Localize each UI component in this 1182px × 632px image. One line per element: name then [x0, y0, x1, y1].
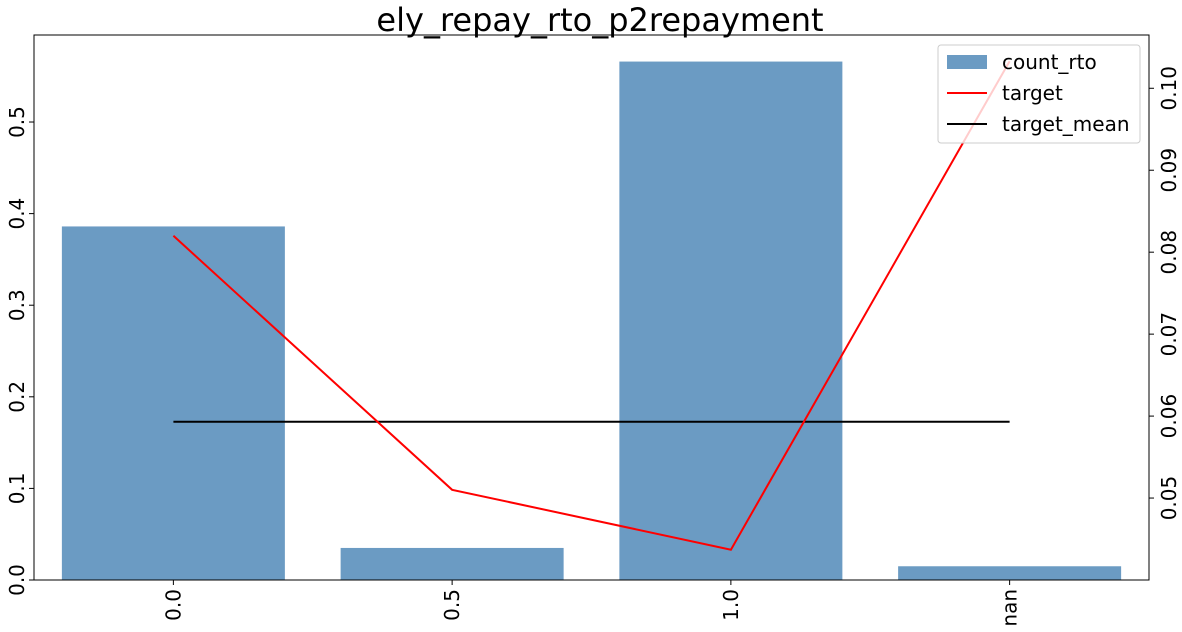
y-left-tick-label: 0.0: [5, 564, 29, 596]
y-right-tick-label: 0.07: [1157, 312, 1181, 357]
bars-layer: [61, 61, 1122, 580]
y-left-tick-label: 0.3: [5, 289, 29, 321]
bar-nan: [898, 566, 1122, 580]
y-left-tick-label: 0.4: [5, 198, 29, 230]
chart-title: ely_repay_rto_p2repayment: [376, 1, 823, 39]
legend-label: target: [1002, 81, 1063, 105]
y-left-tick-label: 0.1: [5, 472, 29, 504]
legend-label: target_mean: [1002, 112, 1130, 136]
y-right-tick-label: 0.08: [1157, 230, 1181, 275]
plot-frame: [33, 34, 1150, 581]
bar-0.5: [340, 547, 564, 580]
y-right-tick-label: 0.09: [1157, 148, 1181, 193]
x-tick-label: 0.5: [440, 589, 464, 621]
y-right-tick-label: 0.05: [1157, 476, 1181, 521]
y-right-tick-label: 0.06: [1157, 394, 1181, 439]
bar-1.0: [619, 61, 843, 580]
lines-layer: [172, 60, 1011, 551]
ticks-layer: 0.0 0.1 0.2 0.3 0.4 0.5 0.05 0.06 0.07 0.08 0.09 0.…: [5, 66, 1181, 627]
y-left-tick-label: 0.2: [5, 381, 29, 413]
x-tick-label: 1.0: [719, 589, 743, 621]
bar-0.0: [61, 226, 285, 580]
legend-box: [937, 44, 1141, 144]
x-tick-label: nan: [998, 589, 1022, 627]
legend-swatch: [947, 55, 987, 69]
y-right-tick-label: 0.10: [1157, 66, 1181, 111]
x-tick-label: 0.0: [161, 589, 185, 621]
line-target: [172, 60, 1011, 551]
y-left-tick-label: 0.5: [5, 106, 29, 138]
legend-label: count_rto: [1002, 50, 1097, 74]
